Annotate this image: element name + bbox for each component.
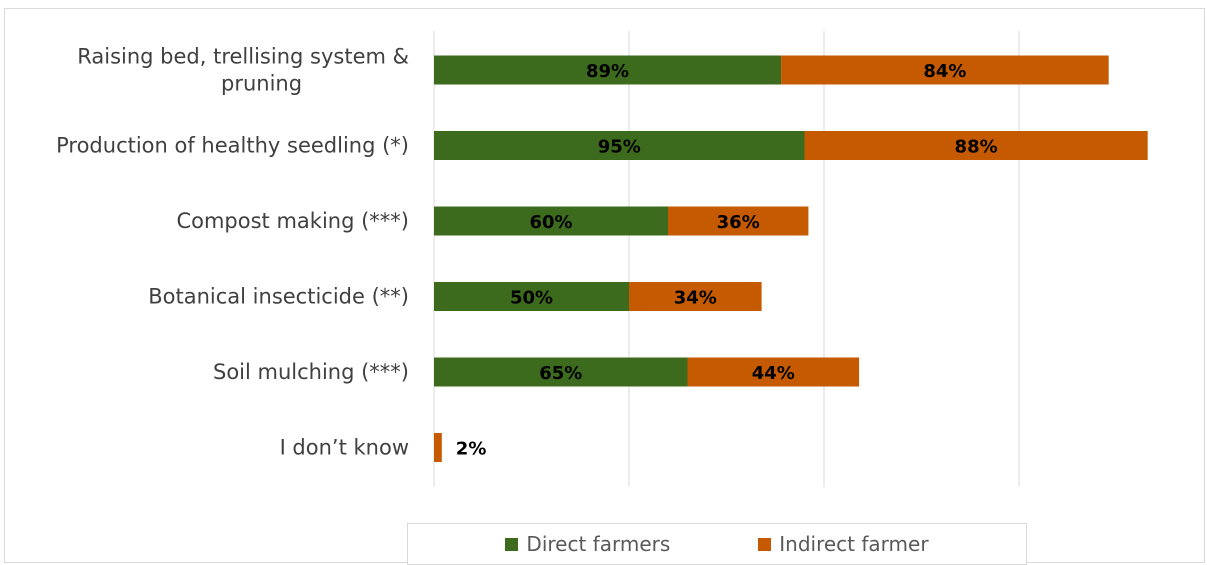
bar-indirect	[668, 206, 809, 236]
bar-indirect	[629, 282, 762, 311]
bar-direct	[434, 55, 782, 85]
data-label: 89%	[586, 61, 629, 82]
bar-direct	[434, 282, 629, 311]
data-label: 84%	[923, 61, 966, 82]
data-label: 44%	[752, 363, 795, 384]
data-label: 2%	[456, 439, 487, 460]
data-labels: 89% 84% 95% 88% 60% 36% 50% 34% 65% 44% 2%	[456, 61, 998, 460]
bar-indirect	[687, 357, 860, 387]
bar-direct	[434, 206, 668, 236]
legend: Direct farmers Indirect farmer	[407, 523, 1027, 565]
legend-label-indirect: Indirect farmer	[779, 532, 929, 556]
data-label: 50%	[510, 288, 553, 309]
category-labels: Raising bed, trellising system & pruning P…	[56, 45, 409, 460]
legend-swatch-direct	[505, 537, 519, 551]
category-label: Botanical insecticide (**)	[148, 285, 409, 309]
data-label: 34%	[674, 288, 717, 309]
bar-indirect	[781, 55, 1109, 85]
legend-swatch-indirect	[758, 537, 772, 551]
data-label: 60%	[529, 212, 572, 233]
bar-indirect	[804, 131, 1148, 160]
bar-direct	[434, 357, 688, 387]
category-label: pruning	[221, 72, 302, 96]
category-label: Compost making (***)	[176, 209, 409, 233]
data-label: 88%	[955, 137, 998, 158]
category-label: I don’t know	[280, 436, 409, 460]
data-label: 65%	[539, 363, 582, 384]
category-label: Production of healthy seedling (*)	[56, 134, 409, 158]
data-label: 36%	[717, 212, 760, 233]
gridlines	[433, 31, 1020, 487]
legend-label-direct: Direct farmers	[526, 532, 671, 556]
stacked-bar-chart: Raising bed, trellising system & pruning P…	[56, 31, 1148, 487]
bar-direct	[434, 131, 805, 160]
data-label: 95%	[598, 137, 641, 158]
chart-frame: Raising bed, trellising system & pruning P…	[4, 8, 1205, 565]
bars	[434, 55, 1148, 462]
bar-indirect	[434, 433, 442, 462]
category-label: Raising bed, trellising system &	[77, 45, 409, 69]
legend-item-indirect: Indirect farmer	[758, 532, 929, 556]
category-label: Soil mulching (***)	[213, 360, 409, 384]
legend-item-direct: Direct farmers	[505, 532, 670, 556]
